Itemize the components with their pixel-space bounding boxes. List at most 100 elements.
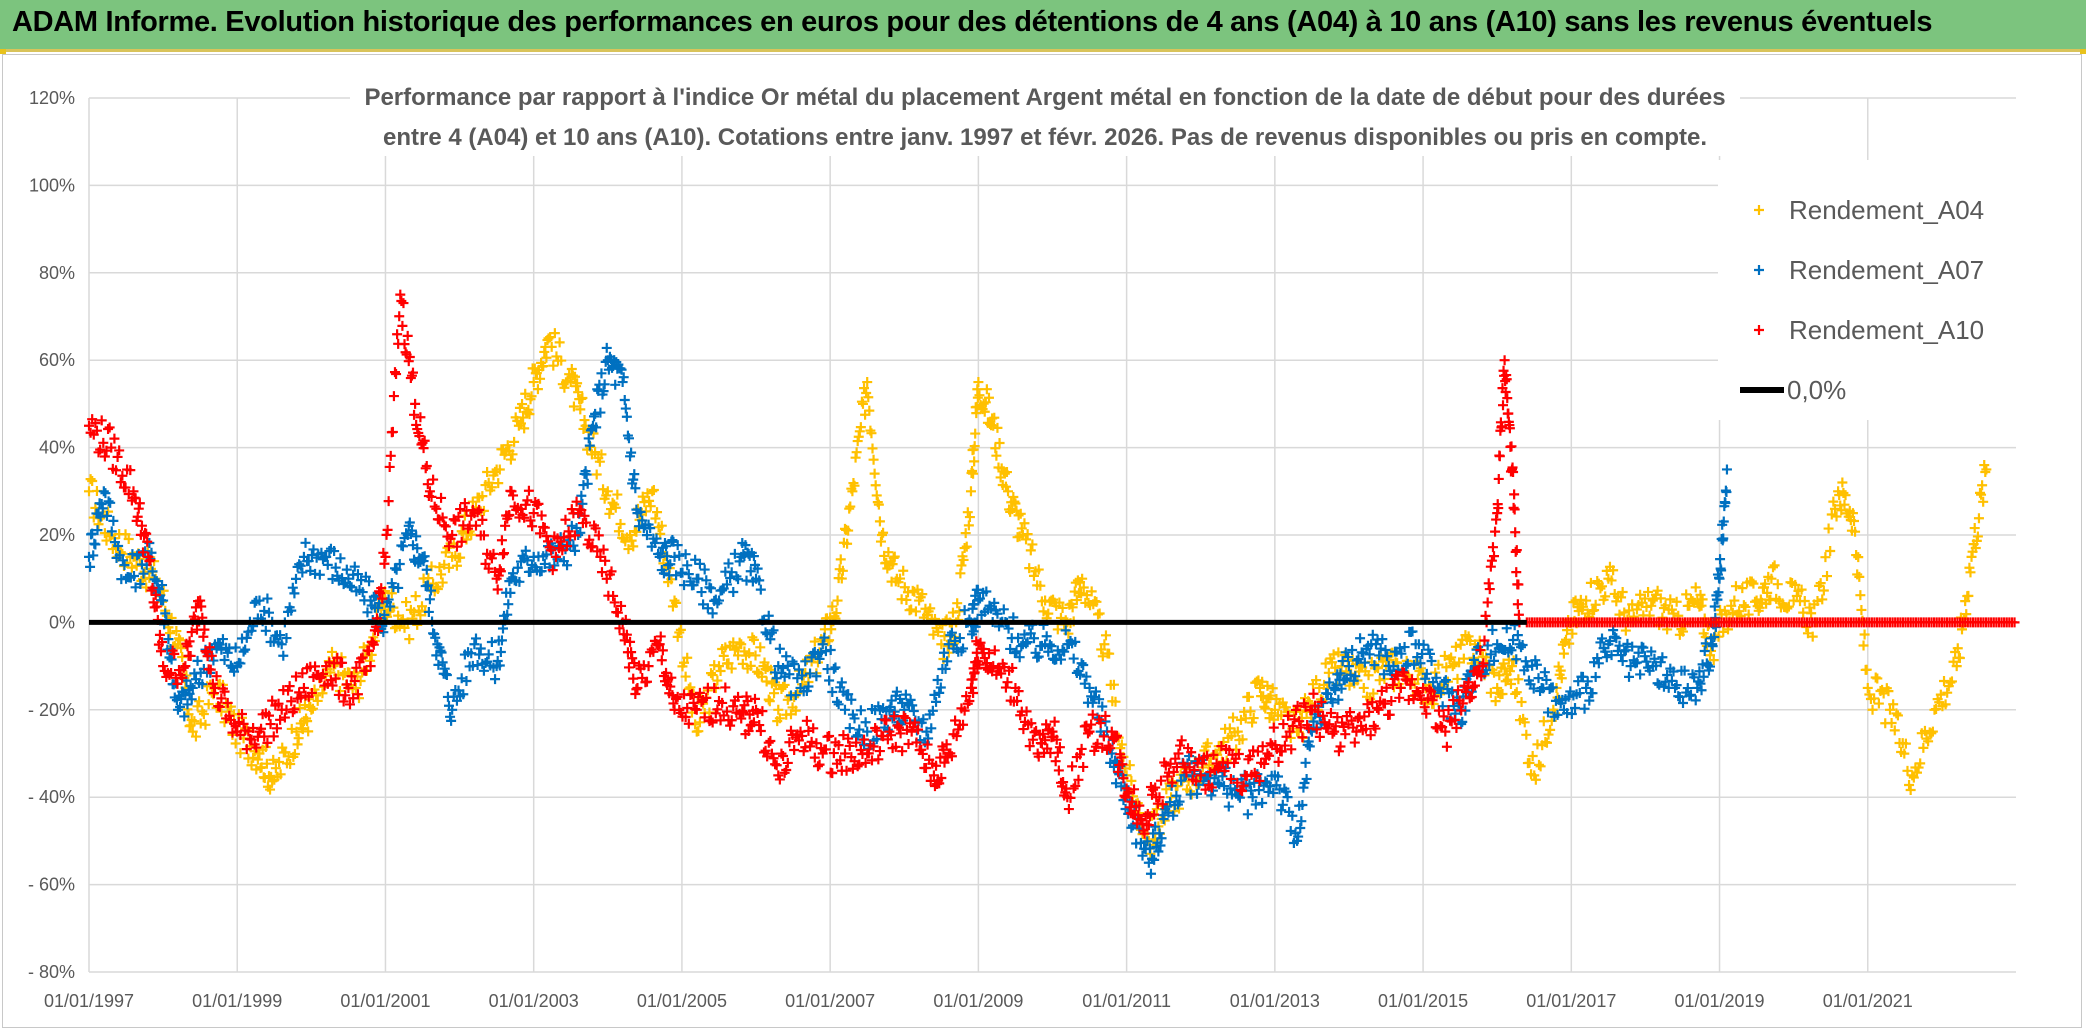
rendement-a04-point — [303, 726, 314, 737]
rendement-a10-point — [227, 727, 238, 738]
rendement-a04-point — [317, 688, 328, 699]
rendement-a10-point — [757, 706, 768, 717]
rendement-a10-point — [1467, 682, 1478, 693]
rendement-a10-point — [1316, 696, 1327, 707]
y-tick-label: - 40% — [28, 787, 75, 807]
rendement-a07-point — [1720, 497, 1731, 508]
rendement-a04-point — [126, 562, 137, 573]
rendement-a10-point — [330, 673, 341, 684]
rendement-a10-point — [682, 703, 693, 714]
rendement-a10-point — [661, 667, 672, 678]
rendement-a07-point — [860, 717, 871, 728]
rendement-a04-point — [1535, 761, 1546, 772]
rendement-a04-point — [528, 377, 539, 388]
rendement-a07-point — [1652, 678, 1663, 689]
rendement-a10-point — [900, 712, 911, 723]
rendement-a04-point — [192, 701, 203, 712]
rendement-a04-point — [526, 391, 537, 402]
rendement-a07-point — [998, 604, 1009, 615]
rendement-a07-point — [1089, 692, 1100, 703]
rendement-a10-point — [581, 517, 592, 528]
rendement-a07-point — [1394, 643, 1405, 654]
rendement-a04-point — [509, 436, 520, 447]
rendement-a07-point — [1336, 683, 1347, 694]
rendement-a07-point — [287, 582, 298, 593]
rendement-a04-point — [1963, 590, 1974, 601]
rendement-a07-point — [846, 694, 857, 705]
rendement-a07-point — [106, 526, 117, 537]
rendement-a07-point — [645, 523, 656, 534]
rendement-a07-point — [752, 563, 763, 574]
rendement-a07-point — [1137, 850, 1148, 861]
rendement-a04-point — [164, 628, 175, 639]
rendement-a07-point — [1340, 647, 1351, 658]
rendement-a07-point — [259, 605, 270, 616]
rendement-a07-point — [1627, 641, 1638, 652]
rendement-a04-point — [1003, 486, 1014, 497]
rendement-a04-point — [1072, 575, 1083, 586]
rendement-a10-point — [404, 351, 415, 362]
legend-marker — [1754, 265, 1764, 275]
rendement-a07-point — [1662, 670, 1673, 681]
rendement-a10-point — [725, 720, 736, 731]
rendement-a10-point — [177, 672, 188, 683]
rendement-a10-point — [1058, 777, 1069, 788]
rendement-a07-point — [833, 699, 844, 710]
rendement-a07-point — [755, 584, 766, 595]
rendement-a10-point — [651, 638, 662, 649]
rendement-a10-point — [812, 761, 823, 772]
rendement-a10-point — [1268, 722, 1279, 733]
rendement-a10-point — [110, 465, 121, 476]
rendement-a10-point — [653, 640, 664, 651]
rendement-a04-point — [569, 371, 580, 382]
rendement-a10-point — [1379, 698, 1390, 709]
rendement-a07-point — [773, 661, 784, 672]
rendement-a07-point — [1147, 853, 1158, 864]
rendement-a04-point — [671, 597, 682, 608]
x-tick-label: 01/01/2009 — [933, 991, 1023, 1011]
rendement-a07-point — [470, 633, 481, 644]
rendement-a04-point — [1891, 708, 1902, 719]
rendement-a10-point — [241, 744, 252, 755]
rendement-a07-point — [1322, 688, 1333, 699]
rendement-a10-point — [694, 687, 705, 698]
rendement-a10-point — [1496, 421, 1507, 432]
rendement-a10-point — [1007, 662, 1018, 673]
rendement-a04-point — [1861, 664, 1872, 675]
rendement-a04-point — [1923, 736, 1934, 747]
rendement-a10-point — [934, 778, 945, 789]
rendement-a10-point — [797, 730, 808, 741]
rendement-a10-point — [913, 724, 924, 735]
rendement-a04-point — [1280, 702, 1291, 713]
rendement-a10-point — [1487, 542, 1498, 553]
rendement-a04-point — [968, 468, 979, 479]
rendement-a10-point — [409, 409, 420, 420]
rendement-a07-point — [1021, 638, 1032, 649]
rendement-a07-point — [163, 634, 174, 645]
rendement-a10-point — [655, 631, 666, 642]
rendement-a07-point — [828, 663, 839, 674]
rendement-a07-point — [793, 664, 804, 675]
rendement-a07-point — [1176, 775, 1187, 786]
rendement-a04-point — [572, 378, 583, 389]
rendement-a07-point — [1212, 777, 1223, 788]
rendement-a07-point — [1641, 656, 1652, 667]
rendement-a07-point — [1079, 678, 1090, 689]
rendement-a04-point — [289, 749, 300, 760]
rendement-a07-point — [974, 593, 985, 604]
rendement-a07-point — [1355, 633, 1366, 644]
rendement-a07-point — [1440, 675, 1451, 686]
rendement-a04-point — [541, 352, 552, 363]
rendement-a10-point — [1181, 767, 1192, 778]
rendement-a07-point — [1584, 695, 1595, 706]
rendement-a07-point — [1468, 654, 1479, 665]
rendement-a04-point — [176, 643, 187, 654]
rendement-a10-point — [1186, 747, 1197, 758]
rendement-a10-point — [1325, 708, 1336, 719]
rendement-a10-point — [1349, 737, 1360, 748]
rendement-a04-point — [1497, 689, 1508, 700]
rendement-a07-point — [1111, 778, 1122, 789]
rendement-a04-point — [898, 565, 909, 576]
rendement-a04-point — [1016, 523, 1027, 534]
rendement-a07-point — [1700, 638, 1711, 649]
